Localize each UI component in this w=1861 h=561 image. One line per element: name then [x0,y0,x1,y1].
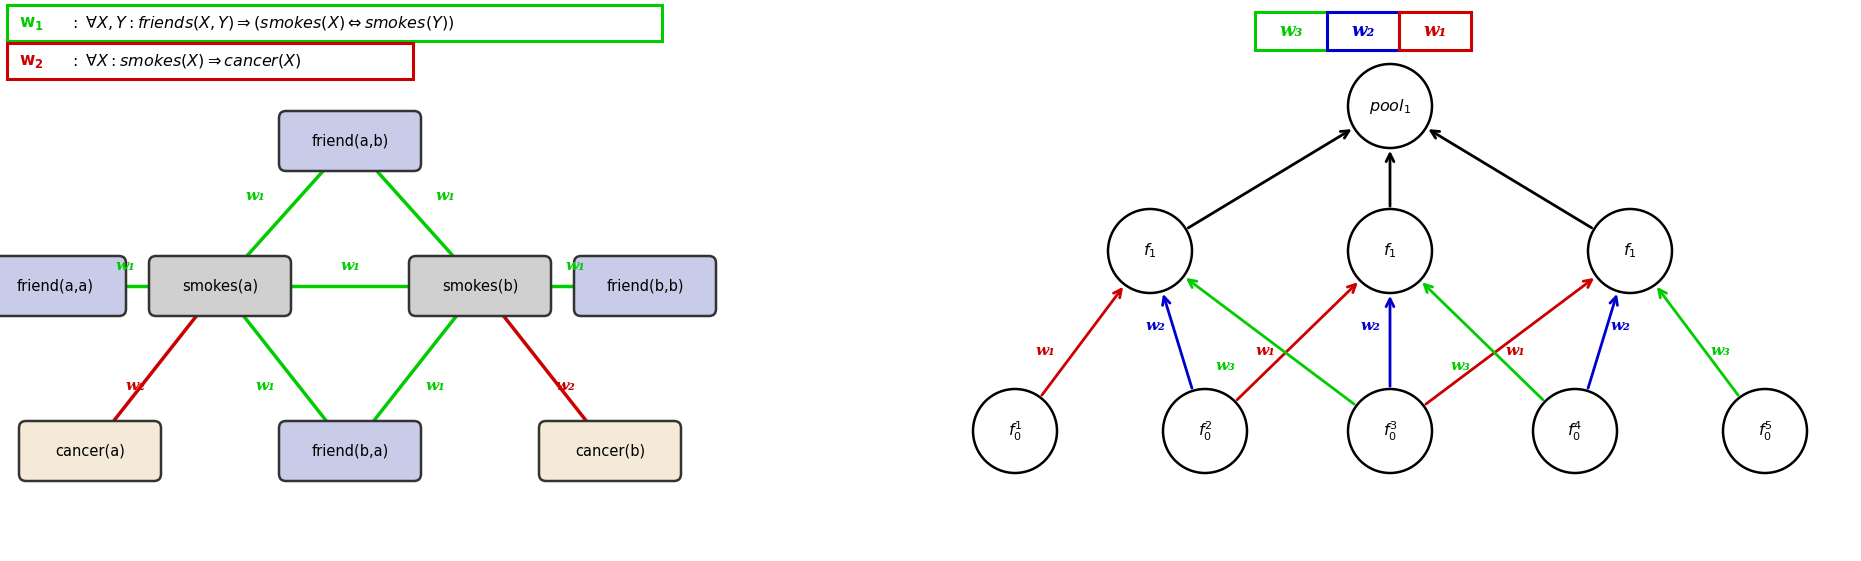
Text: $f_{0}^{5}$: $f_{0}^{5}$ [1757,420,1772,443]
FancyBboxPatch shape [1254,12,1470,50]
Text: $f_{0}^{3}$: $f_{0}^{3}$ [1383,420,1398,443]
Text: w₂: w₂ [1351,22,1375,40]
FancyBboxPatch shape [149,256,290,316]
Circle shape [1347,209,1431,293]
Text: w₂: w₂ [125,379,145,393]
Text: w₁: w₁ [115,259,134,273]
Text: w₃: w₃ [1450,359,1470,373]
Text: w₁: w₁ [435,189,454,203]
Circle shape [1723,389,1807,473]
FancyBboxPatch shape [1399,12,1470,50]
Circle shape [1107,209,1193,293]
Text: w₂: w₂ [555,379,575,393]
FancyBboxPatch shape [0,256,127,316]
Text: $f_{0}^{2}$: $f_{0}^{2}$ [1198,420,1212,443]
Text: cancer(a): cancer(a) [56,444,125,458]
Text: $:\ \forall X : \mathit{smokes}(X) \Rightarrow \mathit{cancer}(X)$: $:\ \forall X : \mathit{smokes}(X) \Righ… [69,52,301,70]
Text: w₁: w₁ [566,259,584,273]
Text: w₂: w₂ [1145,319,1165,333]
Circle shape [1163,389,1247,473]
Text: w₁: w₁ [1254,344,1275,358]
Text: $f_{0}^{4}$: $f_{0}^{4}$ [1567,420,1582,443]
Text: w₁: w₁ [341,259,359,273]
Text: w₂: w₂ [1360,319,1379,333]
Text: friend(a,a): friend(a,a) [17,278,93,293]
FancyBboxPatch shape [19,421,162,481]
Text: w₁: w₁ [246,189,264,203]
Text: $f_{1}$: $f_{1}$ [1143,242,1158,260]
Text: w₃: w₃ [1710,344,1731,358]
FancyBboxPatch shape [7,5,663,41]
Text: w₁: w₁ [255,379,275,393]
Circle shape [1533,389,1617,473]
Text: $\mathit{pool}_{1}$: $\mathit{pool}_{1}$ [1370,96,1411,116]
Circle shape [1347,64,1431,148]
Text: w₃: w₃ [1215,359,1236,373]
Circle shape [1347,389,1431,473]
Text: w₂: w₂ [1610,319,1630,333]
FancyBboxPatch shape [409,256,551,316]
Circle shape [973,389,1057,473]
Text: $:\ \forall X, Y : \mathit{friends}(X,Y) \Rightarrow (\mathit{smokes}(X) \Leftri: $:\ \forall X, Y : \mathit{friends}(X,Y)… [69,14,454,32]
Text: $f_{0}^{1}$: $f_{0}^{1}$ [1007,420,1022,443]
Text: friend(b,a): friend(b,a) [311,444,389,458]
Text: $f_{1}$: $f_{1}$ [1623,242,1638,260]
Text: w₁: w₁ [1506,344,1524,358]
Text: w₁: w₁ [1424,22,1446,40]
Text: $\mathbf{w_2}$: $\mathbf{w_2}$ [19,52,43,70]
Text: cancer(b): cancer(b) [575,444,646,458]
Text: w₁: w₁ [1035,344,1055,358]
FancyBboxPatch shape [7,43,413,79]
Text: smokes(a): smokes(a) [182,278,259,293]
Text: w₁: w₁ [424,379,445,393]
FancyBboxPatch shape [573,256,716,316]
Text: friend(a,b): friend(a,b) [311,134,389,149]
FancyBboxPatch shape [279,421,421,481]
Text: $\mathbf{w_1}$: $\mathbf{w_1}$ [19,14,45,32]
Text: friend(b,b): friend(b,b) [607,278,683,293]
Text: w₃: w₃ [1279,22,1303,40]
Text: $f_{1}$: $f_{1}$ [1383,242,1398,260]
FancyBboxPatch shape [1327,12,1399,50]
Text: smokes(b): smokes(b) [441,278,517,293]
FancyBboxPatch shape [279,111,421,171]
FancyBboxPatch shape [540,421,681,481]
Circle shape [1587,209,1671,293]
